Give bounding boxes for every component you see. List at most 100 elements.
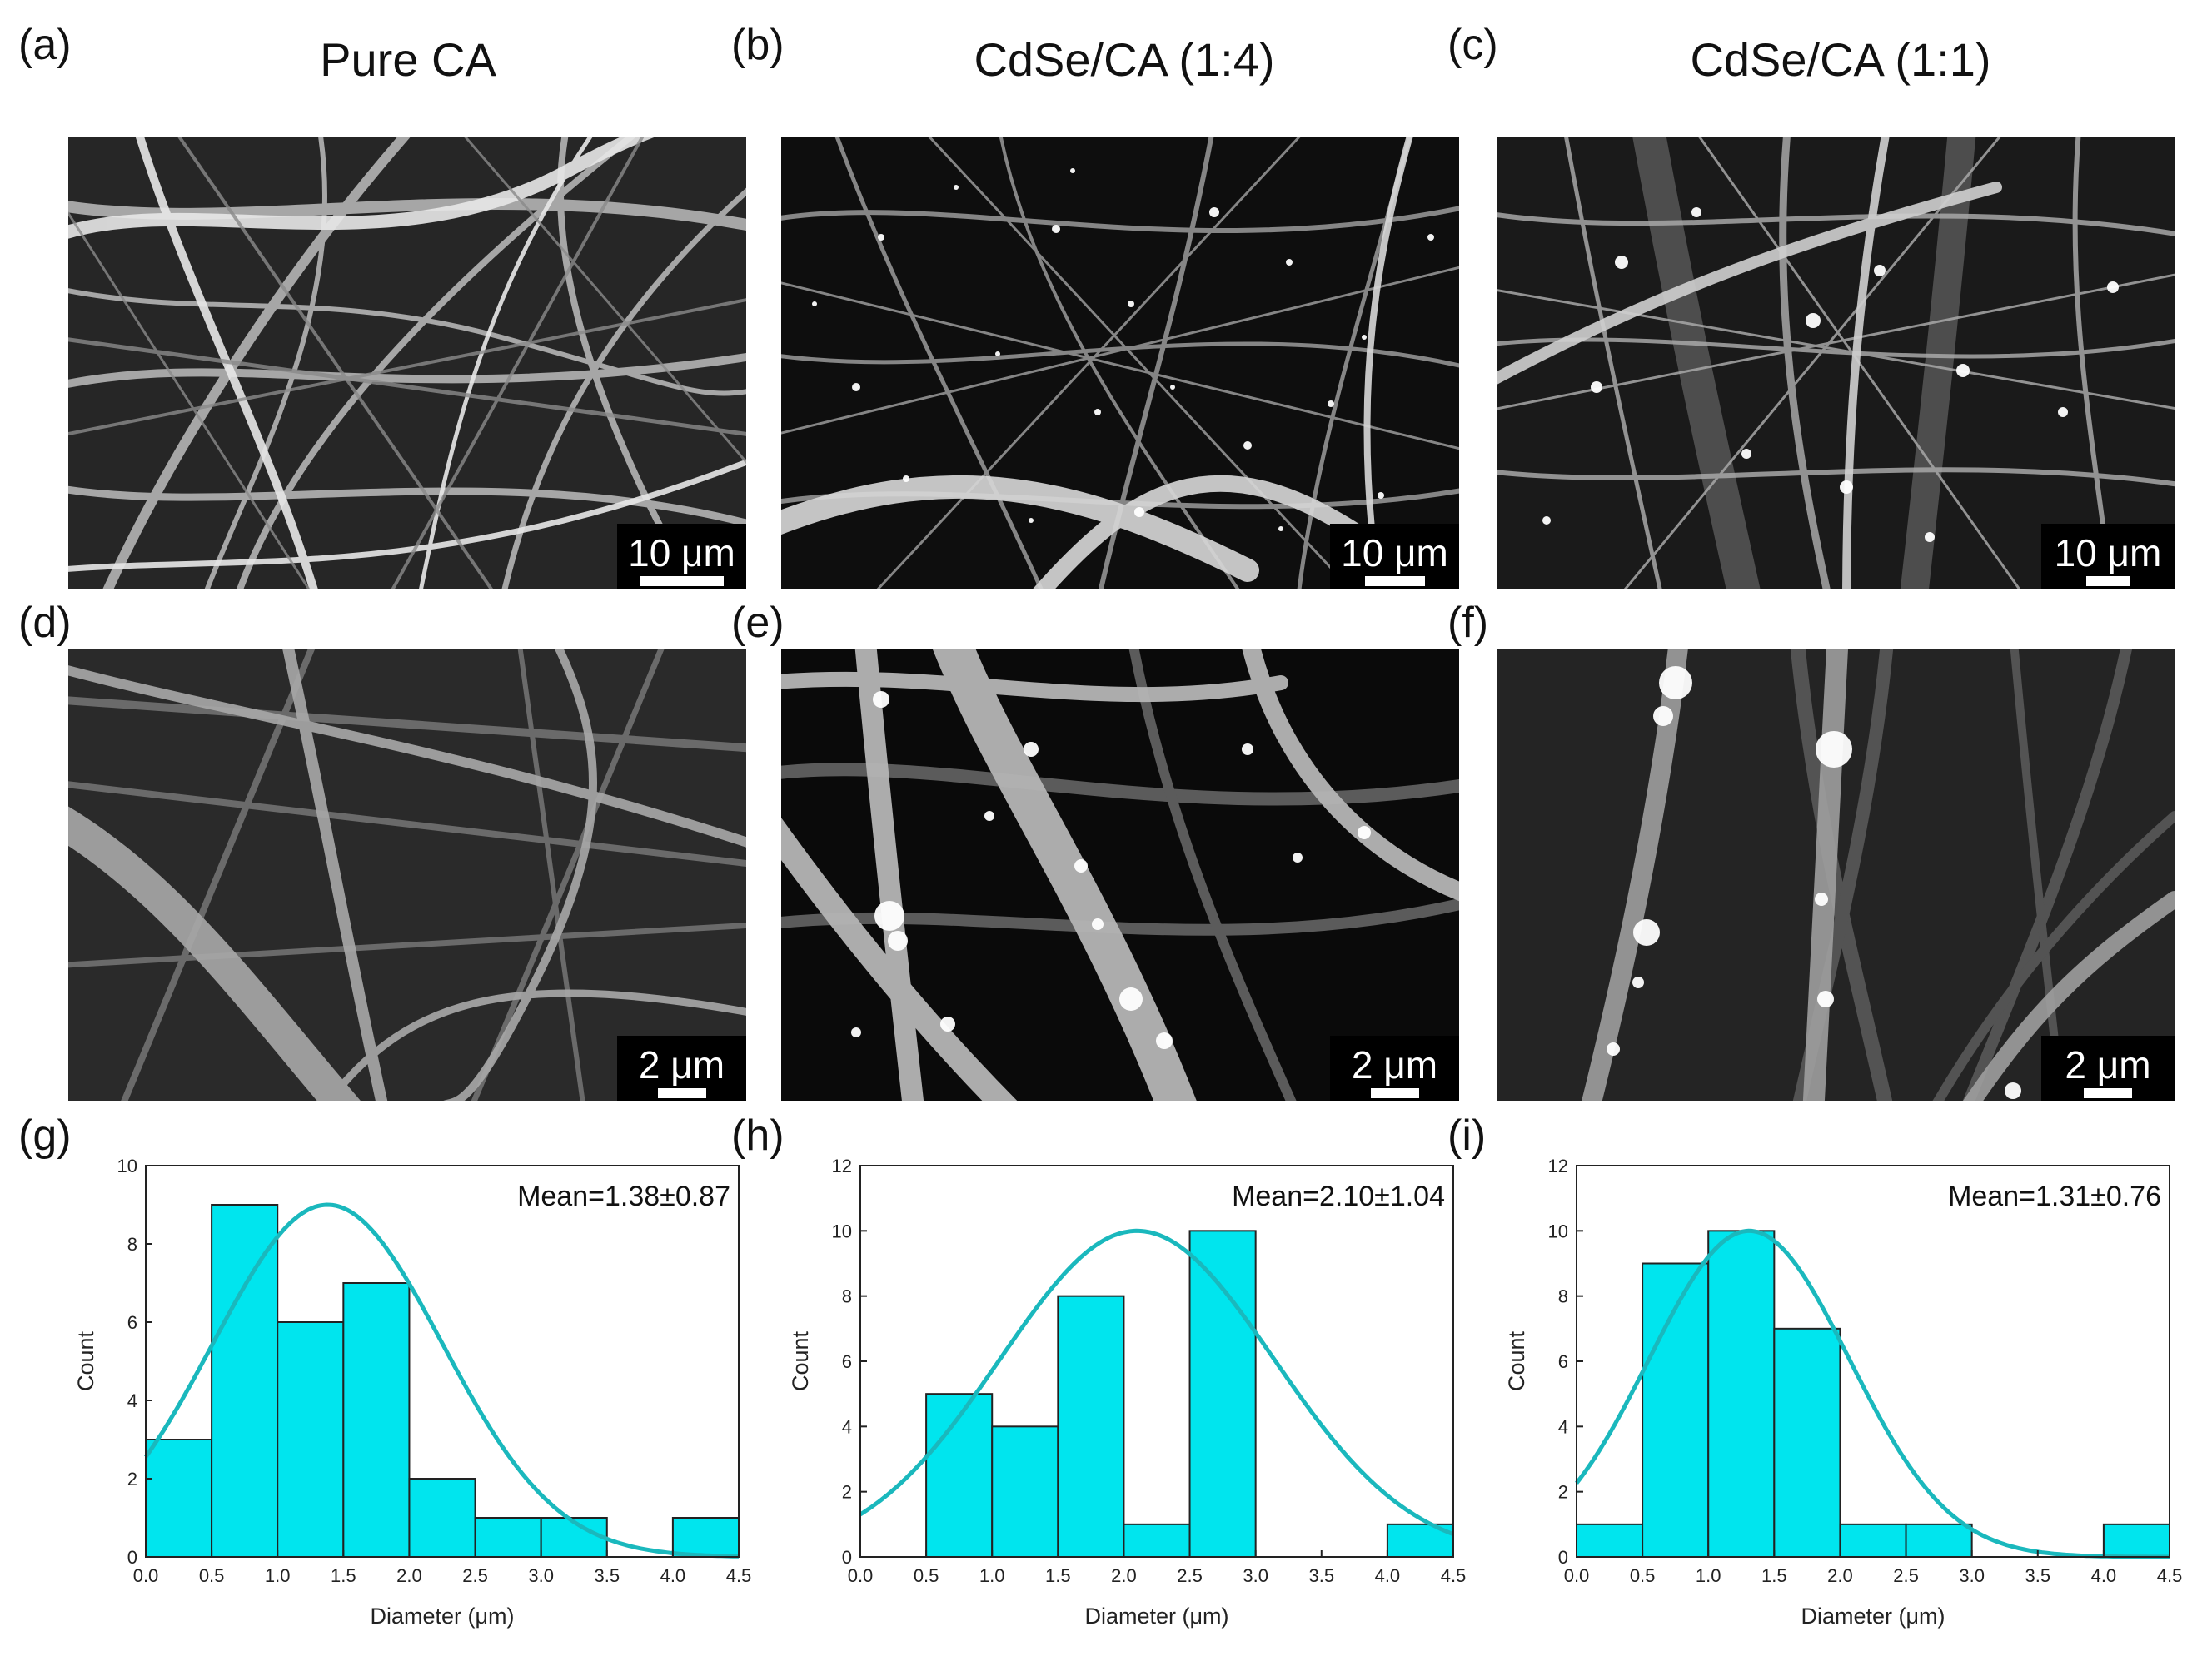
scale-bar-a [640, 576, 724, 586]
x-tick-label-h-2: 1.0 [979, 1565, 1005, 1586]
y-tick-label-h-5: 10 [832, 1221, 852, 1241]
x-tick-label-i-2: 1.0 [1696, 1565, 1721, 1586]
histogram-bar-g-5 [474, 1517, 542, 1558]
sem-image-d: 2 μm [68, 649, 746, 1101]
x-tick-label-i-6: 3.0 [1959, 1565, 1985, 1586]
x-tick-label-h-8: 4.0 [1375, 1565, 1401, 1586]
x-tick-label-h-3: 1.5 [1045, 1565, 1071, 1586]
histogram-svg-g: 0.0 0.5 1.0 1.5 2.0 2.5 3.0 3.5 4.0 4.5 0 2 4 6 8 10 Dia… [73, 1156, 752, 1629]
mean-annotation-g: Mean=1.38±0.87 [517, 1181, 730, 1212]
sem-image-a: 10 μm [68, 137, 746, 589]
x-tick-label-g-5: 2.5 [462, 1565, 488, 1586]
y-tick-label-g-5: 10 [117, 1156, 137, 1176]
histogram-i: 0.0 0.5 1.0 1.5 2.0 2.5 3.0 3.5 4.0 4.5 0 2 4 6 8 10 12 D… [1489, 1156, 2183, 1653]
scale-bar-f [2084, 1088, 2132, 1098]
histogram-g: 0.0 0.5 1.0 1.5 2.0 2.5 3.0 3.5 4.0 4.5 0 2 4 6 8 10 Dia… [58, 1156, 752, 1653]
panel-label-f: (f) [1447, 599, 1489, 647]
histogram-bar-i-8 [2102, 1523, 2171, 1559]
x-tick-label-i-4: 2.0 [1827, 1565, 1853, 1586]
x-tick-label-h-4: 2.0 [1111, 1565, 1137, 1586]
scale-bar-d [657, 1088, 706, 1098]
y-tick-label-i-0: 0 [1558, 1547, 1568, 1568]
sem-fibers-c [1497, 137, 2175, 589]
sem-fibers-b [781, 137, 1459, 589]
y-tick-label-h-4: 8 [842, 1286, 852, 1307]
scale-bar-label-b: 10 μm [1341, 531, 1448, 574]
y-tick-label-g-2: 4 [127, 1390, 137, 1411]
x-tick-label-i-9: 4.5 [2157, 1565, 2183, 1586]
x-tick-label-i-7: 3.5 [2025, 1565, 2050, 1586]
fit-curve-h [859, 1228, 1454, 1537]
axes-frame-g [145, 1165, 740, 1558]
panel-label-g: (g) [18, 1112, 72, 1160]
x-tick-label-g-9: 4.5 [726, 1565, 752, 1586]
histogram-bar-g-8 [671, 1517, 740, 1558]
x-tick-label-g-7: 3.5 [594, 1565, 620, 1586]
sem-image-e: 2 μm [781, 649, 1459, 1101]
histogram-bar-h-4 [1123, 1523, 1191, 1559]
histogram-bar-i-3 [1773, 1327, 1841, 1558]
x-tick-label-g-4: 2.0 [396, 1565, 422, 1586]
scale-bar-label-e: 2 μm [1351, 1043, 1438, 1087]
scale-bar-label-f: 2 μm [2065, 1043, 2151, 1087]
scale-bar-label-d: 2 μm [638, 1043, 725, 1087]
mean-annotation-i: Mean=1.31±0.76 [1948, 1181, 2161, 1212]
y-tick-label-i-6: 12 [1548, 1156, 1568, 1176]
x-tick-label-i-1: 0.5 [1630, 1565, 1656, 1586]
y-tick-label-h-6: 12 [832, 1156, 852, 1176]
sem-fibers-f [1497, 649, 2175, 1101]
x-tick-label-h-1: 0.5 [914, 1565, 939, 1586]
histogram-bar-h-3 [1057, 1295, 1125, 1559]
scale-bar-b [1364, 576, 1425, 586]
y-tick-label-i-2: 4 [1558, 1416, 1568, 1437]
y-tick-label-i-3: 6 [1558, 1351, 1568, 1372]
mean-annotation-h: Mean=2.10±1.04 [1232, 1181, 1445, 1212]
histogram-bar-g-3 [342, 1282, 411, 1558]
x-tick-label-g-3: 1.5 [331, 1565, 356, 1586]
histogram-bar-i-5 [1905, 1523, 1973, 1559]
panel-label-a: (a) [18, 21, 72, 69]
x-tick-label-h-7: 3.5 [1308, 1565, 1334, 1586]
scale-bar-box-d: 2 μm [617, 1036, 746, 1101]
panel-label-d: (d) [18, 599, 72, 647]
scale-bar-box-e: 2 μm [1330, 1036, 1459, 1101]
column-title-pure-ca: Pure CA [320, 33, 496, 86]
sem-image-f: 2 μm [1497, 649, 2175, 1101]
x-tick-label-i-3: 1.5 [1761, 1565, 1787, 1586]
y-tick-label-h-2: 4 [842, 1416, 852, 1437]
x-tick-label-g-0: 0.0 [133, 1565, 159, 1586]
sem-image-b: 10 μm [781, 137, 1459, 589]
scale-bar-c [2086, 576, 2130, 586]
y-tick-label-g-0: 0 [127, 1547, 137, 1568]
panel-label-b: (b) [731, 21, 785, 69]
histogram-bar-i-0 [1576, 1523, 1644, 1559]
y-tick-label-i-1: 2 [1558, 1482, 1568, 1503]
y-tick-label-g-1: 2 [127, 1469, 137, 1489]
x-axis-label-h: Diameter (μm) [1084, 1604, 1228, 1629]
scale-bar-box-f: 2 μm [2041, 1036, 2175, 1101]
scale-bar-box-c: 10 μm [2041, 524, 2175, 589]
x-tick-label-g-8: 4.0 [660, 1565, 686, 1586]
panel-label-i: (i) [1447, 1112, 1487, 1160]
histogram-h: 0.0 0.5 1.0 1.5 2.0 2.5 3.0 3.5 4.0 4.5 0 2 4 6 8 10 12 D… [773, 1156, 1466, 1653]
scale-bar-e [1370, 1088, 1419, 1098]
y-axis-label-h: Count [788, 1330, 813, 1391]
y-tick-label-i-4: 8 [1558, 1286, 1568, 1307]
panel-label-h: (h) [731, 1112, 785, 1160]
x-tick-label-i-0: 0.0 [1564, 1565, 1590, 1586]
histogram-svg-h: 0.0 0.5 1.0 1.5 2.0 2.5 3.0 3.5 4.0 4.5 0 2 4 6 8 10 12 D… [788, 1156, 1466, 1629]
x-axis-label-g: Diameter (μm) [370, 1604, 514, 1629]
y-tick-label-h-1: 2 [842, 1482, 852, 1503]
panel-label-e: (e) [731, 599, 785, 647]
x-tick-label-i-8: 4.0 [2091, 1565, 2117, 1586]
x-axis-label-i: Diameter (μm) [1801, 1604, 1945, 1629]
x-tick-label-g-2: 1.0 [265, 1565, 291, 1586]
histogram-bar-g-1 [211, 1204, 279, 1558]
y-tick-label-h-0: 0 [842, 1547, 852, 1568]
panel-label-c: (c) [1447, 21, 1498, 69]
y-tick-label-g-3: 6 [127, 1312, 137, 1333]
scale-bar-box-b: 10 μm [1330, 524, 1459, 589]
x-tick-label-g-1: 0.5 [199, 1565, 225, 1586]
x-tick-label-h-6: 3.0 [1243, 1565, 1268, 1586]
column-title-cdse-ca-1-1: CdSe/CA (1:1) [1690, 33, 1991, 86]
